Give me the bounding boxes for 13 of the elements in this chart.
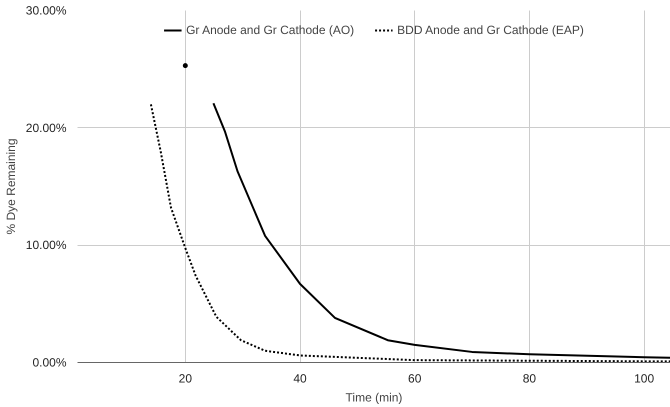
y-tick-label: 30.00% — [26, 4, 67, 18]
legend-label: Gr Anode and Gr Cathode (AO) — [186, 23, 354, 37]
x-tick-label: 20 — [178, 372, 192, 386]
x-tick-label: 60 — [408, 372, 422, 386]
y-tick-label: 10.00% — [26, 238, 67, 252]
x-tick-label: 40 — [293, 372, 308, 386]
x-axis-title: Time (min) — [346, 390, 402, 404]
y-tick-label: 20.00% — [26, 120, 67, 135]
x-tick-label: 80 — [522, 372, 536, 386]
y-tick-label: 0.00% — [32, 356, 67, 370]
x-tick-label: 100 — [634, 372, 654, 386]
y-axis-title: % Dye Remaining — [4, 138, 18, 235]
legend-label: BDD Anode and Gr Cathode (EAP) — [397, 23, 584, 37]
